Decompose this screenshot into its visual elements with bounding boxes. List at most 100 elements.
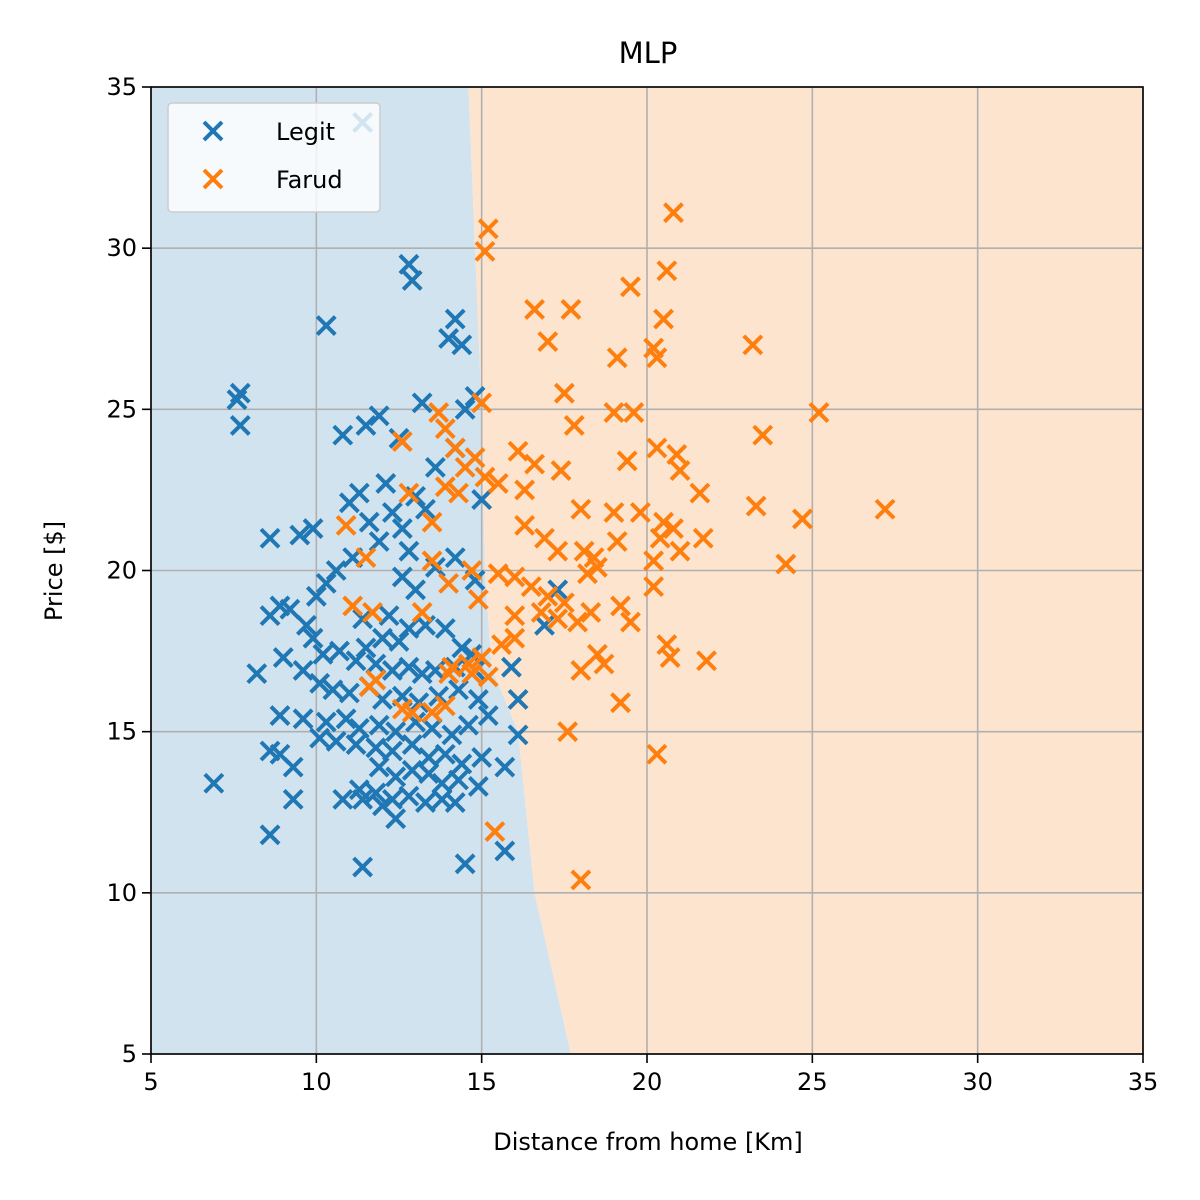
- legend-box: [167, 102, 381, 213]
- point-farud: [358, 676, 380, 697]
- point-farud: [646, 437, 668, 459]
- point-legit: [365, 737, 387, 759]
- point-farud: [573, 540, 595, 562]
- point-legit: [381, 502, 403, 523]
- point-farud: [355, 547, 377, 569]
- point-farud: [428, 402, 450, 423]
- point-farud: [530, 601, 552, 623]
- point-legit: [398, 656, 420, 678]
- x-tick-label: 25: [797, 1068, 828, 1096]
- point-legit: [378, 605, 400, 627]
- point-legit: [451, 753, 473, 775]
- point-farud: [653, 511, 674, 533]
- point-legit: [322, 679, 344, 701]
- point-legit: [375, 473, 397, 494]
- point-legit: [398, 540, 420, 562]
- point-legit: [418, 763, 440, 784]
- point-legit: [381, 660, 403, 681]
- point-farud: [646, 743, 668, 765]
- point-legit: [494, 840, 516, 862]
- point-farud: [547, 540, 569, 562]
- point-farud: [547, 608, 569, 630]
- point-legit: [448, 769, 469, 791]
- point-farud: [487, 473, 509, 494]
- point-farud: [524, 453, 545, 475]
- point-legit: [405, 579, 426, 601]
- point-legit: [451, 334, 473, 356]
- point-farud: [461, 663, 483, 685]
- plot-area: [150, 86, 1144, 1055]
- point-legit: [444, 547, 466, 569]
- point-farud: [593, 653, 615, 675]
- point-farud: [563, 415, 585, 436]
- point-farud: [514, 479, 536, 501]
- point-legit: [365, 782, 387, 804]
- point-legit: [391, 518, 413, 540]
- point-legit: [312, 643, 334, 665]
- point-legit: [325, 560, 347, 581]
- point-farud: [663, 202, 684, 224]
- point-legit: [448, 679, 469, 701]
- point-legit: [352, 856, 374, 878]
- point-legit: [467, 776, 489, 797]
- data-points: [203, 112, 896, 891]
- point-legit: [424, 456, 446, 478]
- y-tick-label: 35: [106, 73, 137, 101]
- point-legit: [348, 718, 370, 739]
- point-legit: [368, 531, 390, 552]
- point-farud: [421, 511, 443, 533]
- point-legit: [259, 824, 281, 846]
- point-legit: [434, 743, 456, 765]
- point-farud: [471, 392, 493, 414]
- point-farud: [692, 527, 714, 549]
- point-farud: [616, 450, 638, 472]
- point-legit: [365, 653, 387, 675]
- point-farud: [560, 298, 582, 320]
- point-legit: [507, 724, 529, 746]
- point-legit: [444, 792, 466, 813]
- point-farud: [444, 437, 466, 459]
- point-legit: [477, 705, 499, 726]
- x-tick-label: 10: [301, 1068, 332, 1096]
- point-legit: [229, 415, 251, 436]
- point-farud: [696, 650, 717, 672]
- point-farud: [524, 298, 545, 320]
- point-legit: [246, 663, 268, 685]
- point-farud: [570, 498, 592, 520]
- point-farud: [791, 508, 813, 530]
- point-farud: [504, 627, 526, 649]
- point-legit: [335, 708, 357, 730]
- point-legit: [305, 585, 327, 607]
- point-legit: [325, 730, 347, 752]
- point-farud: [623, 402, 645, 423]
- point-farud: [537, 331, 559, 353]
- x-tick-label: 20: [632, 1068, 663, 1096]
- point-legit: [415, 792, 436, 813]
- point-legit: [203, 772, 225, 794]
- point-legit: [269, 705, 291, 726]
- point-legit: [458, 714, 479, 736]
- point-legit: [352, 788, 374, 810]
- point-farud: [537, 585, 559, 607]
- point-farud: [620, 611, 641, 633]
- point-legit: [434, 618, 456, 639]
- x-tick-label: 5: [143, 1068, 158, 1096]
- point-farud: [603, 502, 625, 523]
- legend-marker-farud: [202, 168, 224, 190]
- point-farud: [362, 601, 383, 623]
- point-farud: [603, 402, 625, 423]
- point-legit: [388, 630, 410, 652]
- x-tick-label: 35: [1128, 1068, 1159, 1096]
- point-farud: [742, 334, 764, 356]
- point-legit: [398, 618, 420, 639]
- point-farud: [610, 595, 631, 617]
- point-legit: [272, 647, 294, 668]
- point-farud: [342, 595, 364, 617]
- point-farud: [401, 701, 423, 723]
- point-legit: [226, 389, 248, 411]
- legend-x-legit: [202, 120, 224, 142]
- point-legit: [381, 788, 403, 810]
- point-legit: [345, 734, 367, 755]
- point-legit: [292, 660, 314, 681]
- point-legit: [408, 692, 430, 714]
